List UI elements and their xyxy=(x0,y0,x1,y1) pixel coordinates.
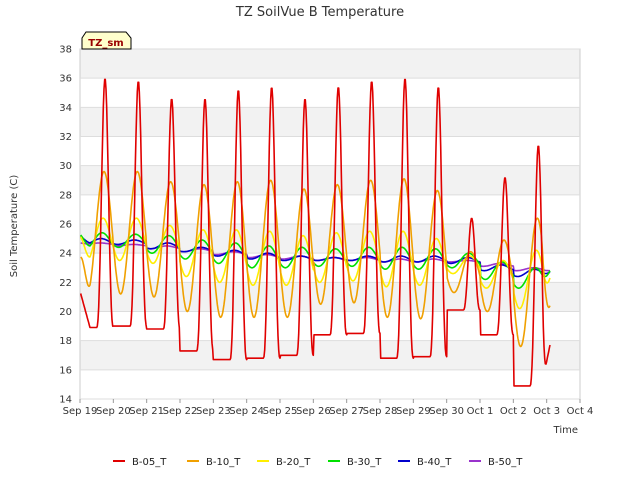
y-tick-label: 22 xyxy=(59,278,72,289)
y-tick-label: 14 xyxy=(59,395,72,406)
badge-shape xyxy=(81,31,132,50)
y-tick-label: 38 xyxy=(59,45,72,56)
x-axis-label: Time xyxy=(553,425,578,436)
y-tick-label: 18 xyxy=(59,336,72,347)
x-tick-label: Sep 22 xyxy=(163,406,198,417)
station-badge: TZ_sm xyxy=(81,31,132,50)
x-tick-label: Sep 28 xyxy=(363,406,398,417)
background-band xyxy=(80,340,580,370)
x-tick-label: Sep 30 xyxy=(429,406,464,417)
legend-item-b-20_t: B-20_T xyxy=(257,457,311,468)
x-tick-label: Sep 27 xyxy=(329,406,364,417)
y-tick-label: 30 xyxy=(59,161,72,172)
legend-item-b-40_t: B-40_T xyxy=(398,457,452,468)
x-tick-label: Sep 24 xyxy=(229,406,264,417)
x-tick-label: Oct 3 xyxy=(533,406,560,417)
y-tick-label: 36 xyxy=(59,74,72,85)
legend-label: B-20_T xyxy=(276,457,311,468)
legend-item-b-30_t: B-30_T xyxy=(328,457,382,468)
legend-label: B-10_T xyxy=(206,457,241,468)
legend-label: B-05_T xyxy=(132,457,167,468)
series-line-b-05_t xyxy=(79,78,551,387)
x-tick-label: Sep 19 xyxy=(63,406,98,417)
y-tick-label: 16 xyxy=(59,365,72,376)
series-line-b-30_t xyxy=(80,232,551,290)
x-tick-label: Oct 4 xyxy=(567,406,594,417)
y-axis-label: Soil Temperature (C) xyxy=(9,175,20,278)
legend-item-b-10_t: B-10_T xyxy=(187,457,241,468)
y-tick-label: 32 xyxy=(59,132,72,143)
background-band xyxy=(80,49,580,79)
x-tick-label: Sep 26 xyxy=(296,406,331,417)
background-band xyxy=(80,165,580,195)
plot-background-bands xyxy=(80,49,580,370)
x-tick-label: Sep 20 xyxy=(96,406,131,417)
y-tick-label: 34 xyxy=(59,103,72,114)
legend-item-b-05_t: B-05_T xyxy=(113,457,167,468)
y-axis-ticks: 14 16 18 20 22 24 26 28 30 32 34 36 38 xyxy=(59,45,72,406)
legend-label: B-30_T xyxy=(347,457,382,468)
background-band xyxy=(80,282,580,312)
legend-item-b-50_t: B-50_T xyxy=(469,457,523,468)
x-tick-label: Sep 29 xyxy=(396,406,431,417)
x-tick-label: Oct 1 xyxy=(467,406,494,417)
legend-label: B-50_T xyxy=(488,457,523,468)
background-band xyxy=(80,107,580,137)
series-line-b-10_t xyxy=(80,170,551,348)
x-tick-label: Sep 21 xyxy=(129,406,164,417)
y-tick-label: 20 xyxy=(59,307,72,318)
legend: B-05_T B-10_T B-20_T B-30_T B-40_T B-50_T xyxy=(113,457,523,468)
x-tick-label: Sep 25 xyxy=(263,406,298,417)
x-tick-label: Sep 23 xyxy=(196,406,231,417)
y-tick-label: 28 xyxy=(59,190,72,201)
badge-label: TZ_sm xyxy=(88,38,123,49)
y-tick-label: 26 xyxy=(59,220,72,231)
chart-title: TZ SoilVue B Temperature xyxy=(235,5,404,20)
series-lines xyxy=(79,78,551,387)
x-tick-label: Oct 2 xyxy=(500,406,527,417)
legend-label: B-40_T xyxy=(417,457,452,468)
y-tick-label: 24 xyxy=(59,249,72,260)
